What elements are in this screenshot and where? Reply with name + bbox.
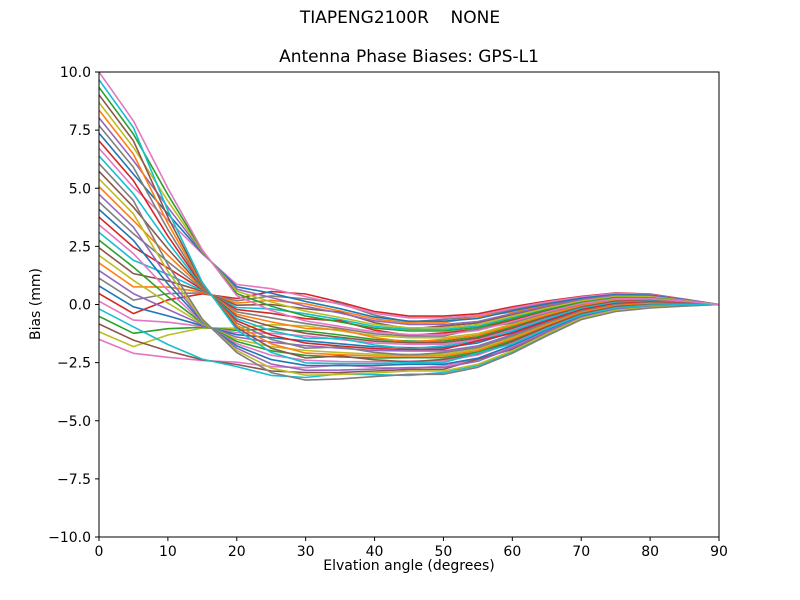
- x-axis-label: Elvation angle (degrees): [323, 558, 495, 574]
- bias-curve-35: [99, 72, 719, 336]
- x-tick-label: 80: [641, 544, 659, 560]
- bias-curve-23: [99, 163, 719, 381]
- axes-title: Antenna Phase Biases: GPS-L1: [279, 47, 539, 67]
- x-tick-label: 90: [710, 544, 728, 560]
- y-axis-label-text: Bias (mm): [28, 267, 44, 341]
- y-tick-label: −2.5: [57, 356, 91, 372]
- bias-curve-21: [99, 178, 719, 377]
- x-tick-label: 60: [503, 544, 521, 560]
- x-tick-label: 20: [228, 544, 246, 560]
- x-tick-label: 70: [572, 544, 590, 560]
- y-tick-label: 0.0: [69, 298, 91, 314]
- y-tick-label: 7.5: [69, 123, 91, 139]
- y-tick-label: −5.0: [57, 414, 91, 430]
- x-tick-label: 0: [95, 544, 104, 560]
- x-tick-label: 50: [435, 544, 453, 560]
- x-tick-label: 10: [159, 544, 177, 560]
- y-tick-label: −10.0: [48, 530, 91, 546]
- y-tick-label: 2.5: [69, 239, 91, 255]
- x-tick-label: 30: [297, 544, 315, 560]
- y-tick-label: 10.0: [60, 65, 91, 81]
- y-tick-label: −7.5: [57, 472, 91, 488]
- bias-curve-34: [99, 79, 719, 365]
- y-tick-label: 5.0: [69, 181, 91, 197]
- figure-suptitle: TIAPENG2100R NONE: [299, 8, 501, 28]
- series-group: [99, 72, 719, 381]
- x-tick-label: 40: [366, 544, 384, 560]
